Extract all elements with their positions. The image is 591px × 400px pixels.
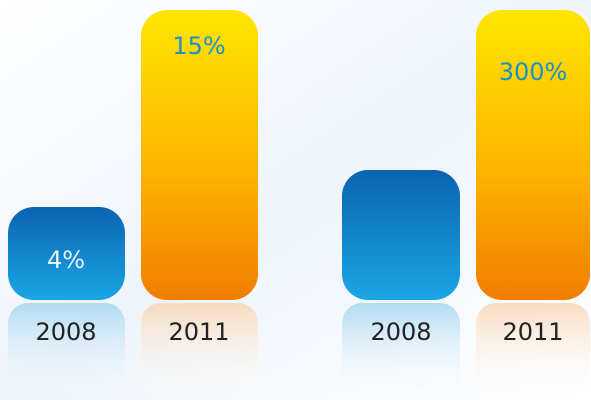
bar: [141, 10, 258, 300]
bar: [476, 10, 590, 300]
year-label: 2011: [502, 318, 563, 346]
bar-reflection: [476, 303, 590, 400]
value-label: 4%: [47, 246, 85, 274]
bar-reflection: [8, 303, 125, 400]
bar-reflection: [141, 303, 258, 400]
bar: [8, 207, 125, 300]
value-label: 15%: [172, 32, 225, 60]
year-label: 2008: [370, 318, 431, 346]
year-label: 2008: [35, 318, 96, 346]
year-label: 2011: [168, 318, 229, 346]
value-label: 300%: [499, 58, 568, 86]
bar-reflection: [342, 303, 460, 400]
bar: [342, 170, 460, 300]
